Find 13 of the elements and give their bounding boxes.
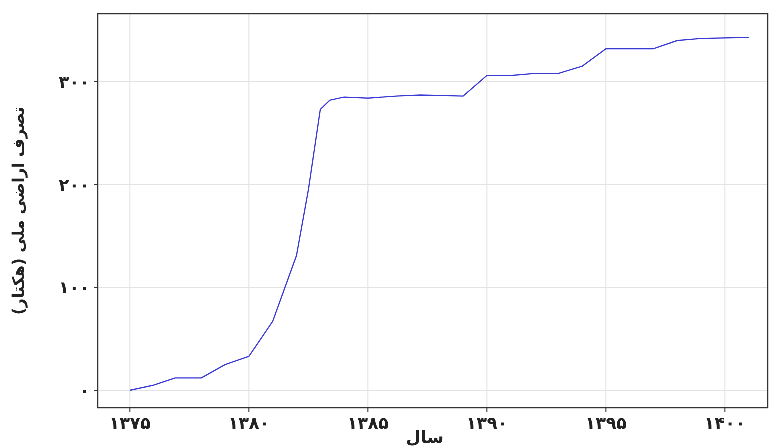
x-tick-label: ۱۳۸۵ <box>347 414 389 434</box>
y-axis-title: تصرف اراضی ملی (هکتار) <box>9 106 28 316</box>
y-tick-label: ۱۰۰ <box>58 278 90 299</box>
y-tick-label: ۲۰۰ <box>58 176 90 196</box>
x-tick-label: ۱۳۹۵ <box>585 414 627 434</box>
y-tick-label: ۰ <box>80 382 90 402</box>
x-axis-title: سال <box>406 428 444 446</box>
y-tick-label: ۳۰۰ <box>58 72 90 93</box>
x-tick-label: ۱۴۰۰ <box>704 414 746 434</box>
x-tick-label: ۱۳۷۵ <box>109 414 151 434</box>
line-series <box>130 37 750 392</box>
x-tick-label: ۱۳۸۰ <box>228 414 270 434</box>
x-tick-label: ۱۳۹۰ <box>466 414 508 434</box>
